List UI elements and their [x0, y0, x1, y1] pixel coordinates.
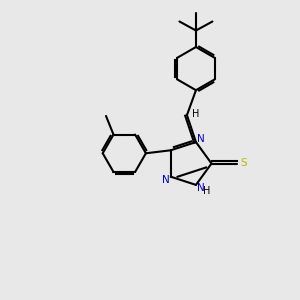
- Text: N: N: [161, 175, 169, 185]
- Text: S: S: [240, 158, 247, 169]
- Text: H: H: [203, 187, 210, 196]
- Text: H: H: [192, 109, 200, 118]
- Text: N: N: [197, 183, 205, 193]
- Text: N: N: [197, 134, 205, 144]
